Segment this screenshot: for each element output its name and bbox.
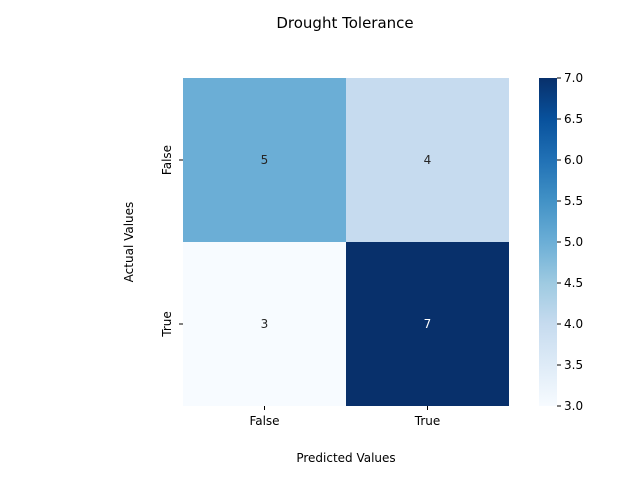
x-axis-label: Predicted Values bbox=[296, 451, 395, 465]
colorbar-tick-label: 5.5 bbox=[564, 194, 583, 208]
x-tick-label: False bbox=[249, 414, 279, 428]
heatmap-cell bbox=[183, 242, 346, 406]
cell-value-label: 7 bbox=[424, 317, 432, 331]
colorbar-tick-label: 6.5 bbox=[564, 112, 583, 126]
y-axis-label: Actual Values bbox=[122, 202, 136, 283]
cell-value-label: 3 bbox=[261, 317, 269, 331]
chart-title: Drought Tolerance bbox=[276, 14, 413, 32]
colorbar-tick-label: 3.5 bbox=[564, 358, 583, 372]
y-tick-label: True bbox=[160, 311, 174, 338]
heatmap-cells: 5 4 3 7 bbox=[183, 78, 509, 406]
heatmap-cell bbox=[346, 78, 509, 242]
y-tick-label: False bbox=[160, 145, 174, 175]
x-tick-label: True bbox=[414, 414, 441, 428]
colorbar-tick-label: 4.5 bbox=[564, 276, 583, 290]
y-axis: False True bbox=[160, 145, 183, 338]
colorbar-tick-label: 3.0 bbox=[564, 399, 583, 413]
x-axis: False True bbox=[249, 406, 440, 428]
colorbar: 3.0 3.5 4.0 4.5 5.0 5.5 6.0 6.5 7.0 bbox=[539, 71, 583, 413]
heatmap-cell bbox=[346, 242, 509, 406]
colorbar-tick-label: 5.0 bbox=[564, 235, 583, 249]
colorbar-tick-label: 6.0 bbox=[564, 153, 583, 167]
colorbar-tick-label: 4.0 bbox=[564, 317, 583, 331]
cell-value-label: 5 bbox=[261, 153, 269, 167]
colorbar-gradient bbox=[539, 78, 557, 406]
colorbar-tick-label: 7.0 bbox=[564, 71, 583, 85]
heatmap-cell bbox=[183, 78, 346, 242]
cell-value-label: 4 bbox=[424, 153, 432, 167]
